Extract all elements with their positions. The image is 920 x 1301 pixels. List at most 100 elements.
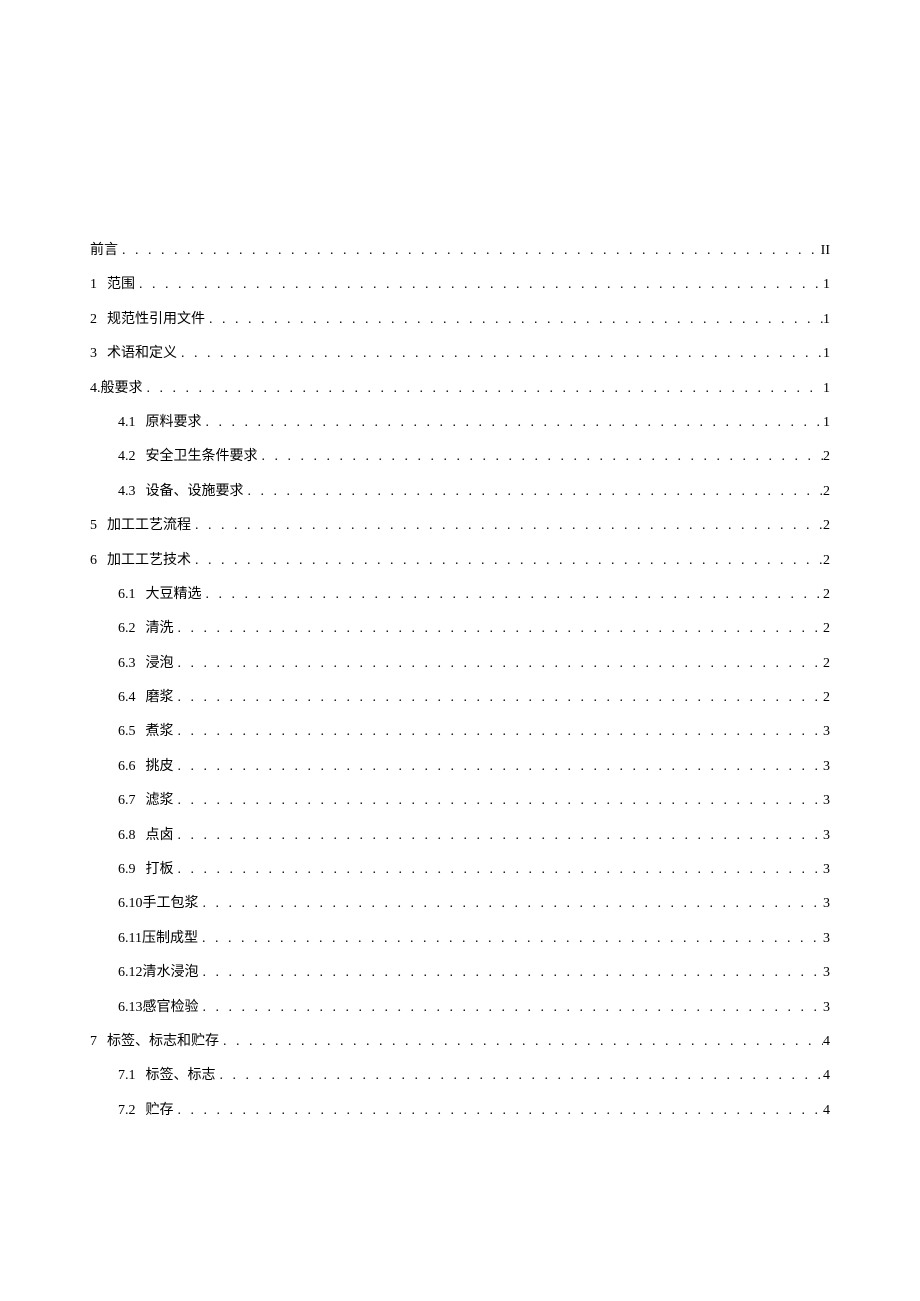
toc-entry: 6.3浸泡. . . . . . . . . . . . . . . . . .…	[90, 653, 830, 675]
toc-leader-dots: . . . . . . . . . . . . . . . . . . . . …	[174, 721, 824, 743]
toc-entry: 6.10手工包浆. . . . . . . . . . . . . . . . …	[90, 893, 830, 915]
toc-entry-number: 6.6	[118, 756, 136, 778]
toc-entry: 4.般要求. . . . . . . . . . . . . . . . . .…	[90, 378, 830, 400]
toc-entry-number: 4.	[90, 378, 101, 400]
toc-entry-title: 贮存	[146, 1100, 174, 1122]
toc-entry-title: 加工工艺技术	[107, 550, 191, 572]
toc-entry: 6.8点卤. . . . . . . . . . . . . . . . . .…	[90, 825, 830, 847]
toc-leader-dots: . . . . . . . . . . . . . . . . . . . . …	[174, 756, 824, 778]
toc-entry-page: 3	[823, 893, 830, 915]
toc-entry-title: 标签、标志	[146, 1065, 216, 1087]
toc-entry-page: 2	[823, 653, 830, 675]
toc-entry-number: 6.1	[118, 584, 136, 606]
toc-entry-page: 2	[823, 584, 830, 606]
toc-entry-number: 6.10	[118, 893, 143, 915]
toc-entry-page: 1	[823, 412, 830, 434]
toc-entry: 6.11压制成型. . . . . . . . . . . . . . . . …	[90, 928, 830, 950]
toc-leader-dots: . . . . . . . . . . . . . . . . . . . . …	[118, 240, 821, 262]
toc-leader-dots: . . . . . . . . . . . . . . . . . . . . …	[191, 515, 823, 537]
toc-entry-number: 6.3	[118, 653, 136, 675]
toc-leader-dots: . . . . . . . . . . . . . . . . . . . . …	[199, 893, 824, 915]
toc-leader-dots: . . . . . . . . . . . . . . . . . . . . …	[174, 859, 824, 881]
toc-entry-number: 4.2	[118, 446, 136, 468]
toc-leader-dots: . . . . . . . . . . . . . . . . . . . . …	[174, 618, 824, 640]
toc-entry-title: 压制成型	[142, 928, 198, 950]
toc-entry: 6.7 滤浆. . . . . . . . . . . . . . . . . .…	[90, 790, 830, 812]
toc-entry-title: 规范性引用文件	[107, 309, 205, 331]
toc-entry-page: 2	[823, 618, 830, 640]
toc-entry-page: 3	[823, 721, 830, 743]
toc-entry-title: 范围	[107, 274, 135, 296]
toc-leader-dots: . . . . . . . . . . . . . . . . . . . . …	[174, 825, 824, 847]
toc-leader-dots: . . . . . . . . . . . . . . . . . . . . …	[202, 584, 824, 606]
toc-entry-title: 挑皮	[146, 756, 174, 778]
toc-entry-title: 前言	[90, 240, 118, 262]
toc-leader-dots: . . . . . . . . . . . . . . . . . . . . …	[191, 550, 823, 572]
toc-leader-dots: . . . . . . . . . . . . . . . . . . . . …	[244, 481, 824, 503]
toc-entry: 6.9打板. . . . . . . . . . . . . . . . . .…	[90, 859, 830, 881]
toc-entry-title: 般要求	[101, 378, 143, 400]
toc-entry-title: 清洗	[146, 618, 174, 640]
toc-entry-number: 1	[90, 274, 97, 296]
toc-leader-dots: . . . . . . . . . . . . . . . . . . . . …	[205, 309, 823, 331]
toc-group: 6加工工艺技术. . . . . . . . . . . . . . . . .…	[90, 550, 830, 1019]
toc-entry-number: 6.4	[118, 687, 136, 709]
toc-leader-dots: . . . . . . . . . . . . . . . . . . . . …	[174, 790, 824, 812]
toc-entry: 6.1 大豆精选. . . . . . . . . . . . . . . . .…	[90, 584, 830, 606]
toc-entry-page: 2	[823, 515, 830, 537]
toc-entry-page: 4	[823, 1065, 830, 1087]
toc-entry: 6.12清水浸泡. . . . . . . . . . . . . . . . …	[90, 962, 830, 984]
toc-entry-number: 6.12	[118, 962, 143, 984]
toc-entry-page: 2	[823, 687, 830, 709]
toc-group: 3术语和定义. . . . . . . . . . . . . . . . . …	[90, 343, 830, 365]
toc-entry-title: 浸泡	[146, 653, 174, 675]
toc-entry-number: 7	[90, 1031, 97, 1053]
toc-leader-dots: . . . . . . . . . . . . . . . . . . . . …	[199, 997, 824, 1019]
toc-entry-title: 术语和定义	[107, 343, 177, 365]
toc-entry-number: 6.5	[118, 721, 136, 743]
toc-entry-title: 设备、设施要求	[146, 481, 244, 503]
toc-entry-page: 3	[823, 756, 830, 778]
toc-entry: 6.4 磨浆. . . . . . . . . . . . . . . . . .…	[90, 687, 830, 709]
toc-entry-page: 4	[823, 1100, 830, 1122]
toc-leader-dots: . . . . . . . . . . . . . . . . . . . . …	[258, 446, 824, 468]
toc-leader-dots: . . . . . . . . . . . . . . . . . . . . …	[216, 1065, 824, 1087]
toc-entry: 6 加工工艺技术. . . . . . . . . . . . . . . . .…	[90, 550, 830, 572]
toc-entry: 5 加工工艺流程. . . . . . . . . . . . . . . . .…	[90, 515, 830, 537]
toc-entry-number: 5	[90, 515, 97, 537]
toc-entry-page: 4	[823, 1031, 830, 1053]
toc-leader-dots: . . . . . . . . . . . . . . . . . . . . …	[135, 274, 823, 296]
toc-entry-title: 磨浆	[146, 687, 174, 709]
toc-entry-number: 6.9	[118, 859, 136, 881]
toc-entry-page: 2	[823, 481, 830, 503]
toc-entry: 7.2贮存. . . . . . . . . . . . . . . . . .…	[90, 1100, 830, 1122]
toc-entry-title: 感官检验	[143, 997, 199, 1019]
toc-group: 前言. . . . . . . . . . . . . . . . . . . …	[90, 240, 830, 262]
toc-entry-title: 滤浆	[146, 790, 174, 812]
toc-group: 2规范性引用文件. . . . . . . . . . . . . . . . …	[90, 309, 830, 331]
toc-entry-page: 1	[823, 343, 830, 365]
toc-entry-number: 6.2	[118, 618, 136, 640]
toc-leader-dots: . . . . . . . . . . . . . . . . . . . . …	[174, 687, 824, 709]
toc-entry-title: 加工工艺流程	[107, 515, 191, 537]
toc-entry: 4.2安全卫生条件要求. . . . . . . . . . . . . . .…	[90, 446, 830, 468]
toc-entry: 3术语和定义. . . . . . . . . . . . . . . . . …	[90, 343, 830, 365]
toc-group: 4.般要求 . . . . . . . . . . . . . . . . . .…	[90, 378, 830, 504]
toc-leader-dots: . . . . . . . . . . . . . . . . . . . . …	[199, 962, 824, 984]
toc-entry-title: 手工包浆	[143, 893, 199, 915]
toc-entry: 7.1标签、标志. . . . . . . . . . . . . . . . …	[90, 1065, 830, 1087]
toc-entry-title: 标签、标志和贮存	[107, 1031, 219, 1053]
toc-entry-number: 6.7	[118, 790, 136, 812]
toc-entry: 6.13感官检验. . . . . . . . . . . . . . . . …	[90, 997, 830, 1019]
toc-entry-number: 7.2	[118, 1100, 136, 1122]
toc-leader-dots: . . . . . . . . . . . . . . . . . . . . …	[202, 412, 824, 434]
toc-entry-page: 2	[823, 446, 830, 468]
toc-entry: 前言. . . . . . . . . . . . . . . . . . . …	[90, 240, 830, 262]
toc-entry-title: 原料要求	[146, 412, 202, 434]
toc-entry: 4.1原料要求. . . . . . . . . . . . . . . . .…	[90, 412, 830, 434]
toc-entry-number: 6	[90, 550, 97, 572]
toc-entry-title: 大豆精选	[146, 584, 202, 606]
toc-group: 7 标签、标志和贮存 . . . . . . . . . . . . . . . .…	[90, 1031, 830, 1122]
toc-entry: 1 范围. . . . . . . . . . . . . . . . . . .…	[90, 274, 830, 296]
toc-entry-page: 3	[823, 962, 830, 984]
